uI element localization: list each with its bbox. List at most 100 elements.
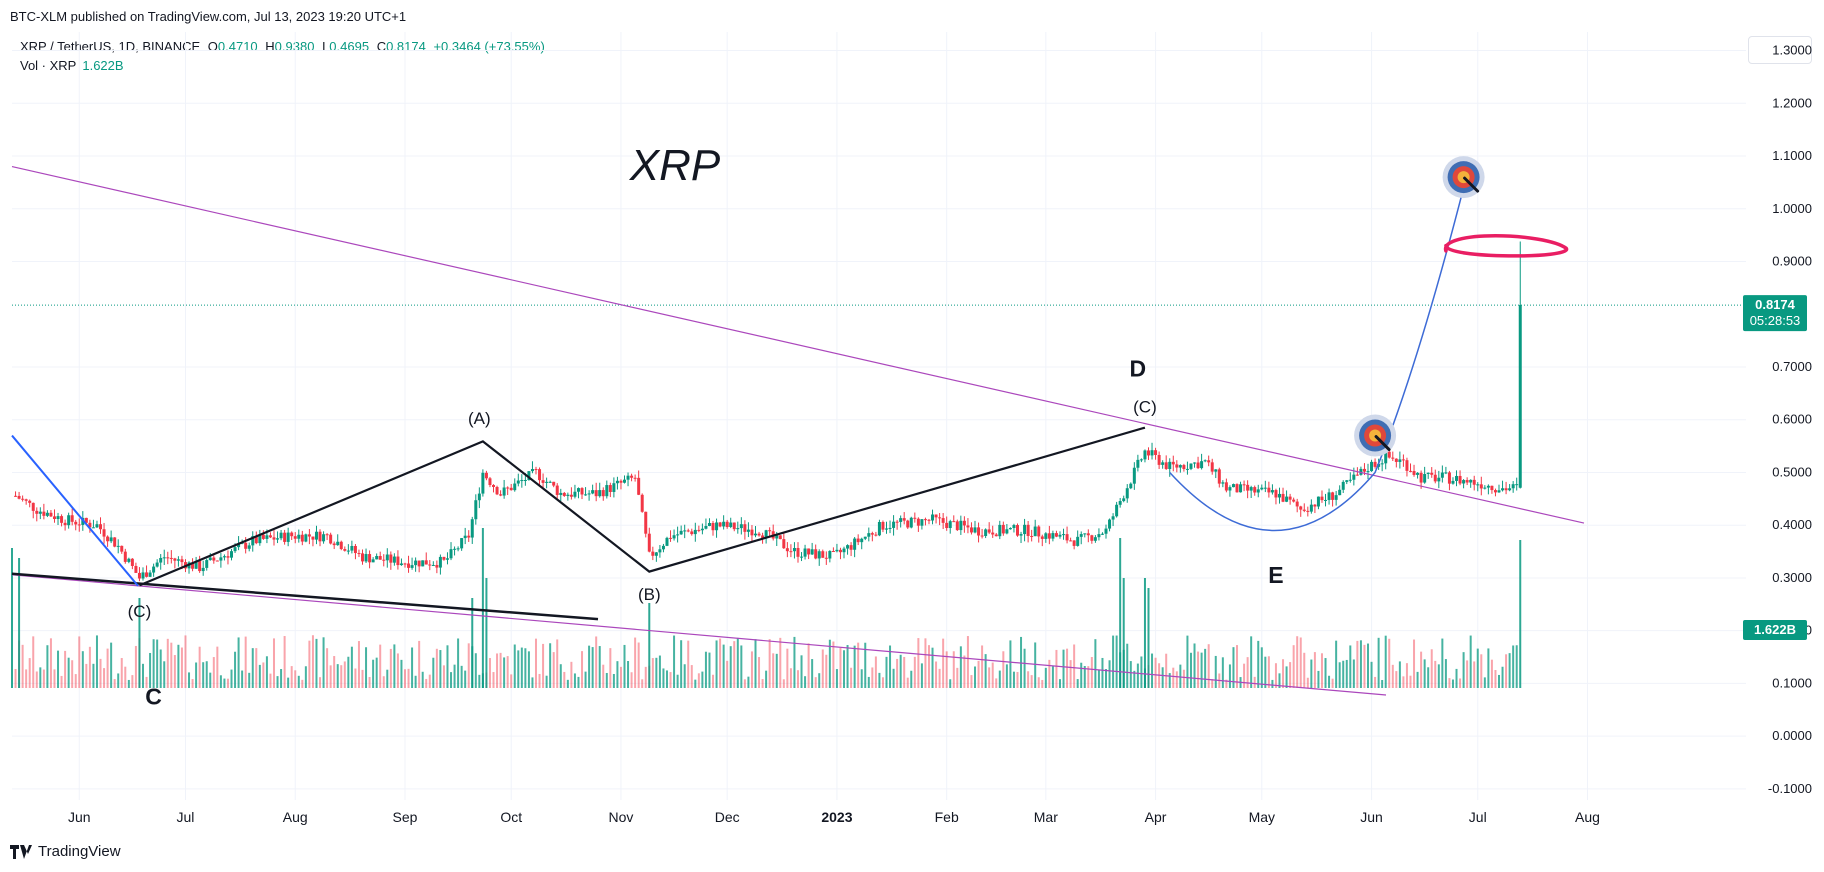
candle-body [215, 560, 219, 562]
candle-body [495, 486, 499, 495]
candle-body [644, 511, 648, 534]
candle-body [980, 535, 984, 537]
candle-body [874, 534, 878, 536]
candle-body [1419, 472, 1423, 483]
candle-body [1214, 469, 1218, 472]
volume-bar [1023, 648, 1026, 688]
candle-body [1093, 537, 1097, 541]
y-tick-label: 0.4000 [1772, 517, 1812, 532]
candle-body [1044, 533, 1048, 539]
volume-bar [219, 675, 222, 688]
candle-body [902, 518, 906, 521]
volume-bar [1073, 644, 1076, 688]
candle-body [1083, 533, 1087, 535]
candle-body [1150, 450, 1154, 456]
candle-body [106, 536, 110, 542]
volume-bar [1016, 671, 1019, 688]
volume-bar [715, 640, 718, 688]
candle-body [931, 514, 935, 521]
price-tag-text: 05:28:53 [1750, 313, 1801, 328]
volume-bar [835, 669, 838, 688]
candle-body [230, 551, 234, 558]
volume-bar [740, 645, 743, 688]
candle-body [343, 549, 347, 551]
volume-bar [1505, 654, 1508, 688]
wave-label-c-black: (C) [1133, 397, 1157, 416]
candle-body [966, 525, 970, 528]
candle-body [155, 562, 159, 567]
volume-legend[interactable]: Vol · XRP 1.622B [20, 58, 124, 73]
candle-body [623, 479, 627, 483]
volume-spike [1122, 578, 1125, 688]
candle-body [715, 522, 719, 531]
candle-body [633, 477, 637, 479]
candle-body [754, 533, 758, 536]
volume-bar [534, 638, 537, 688]
chart-settings-box[interactable] [1748, 36, 1812, 64]
candle-body [325, 534, 329, 536]
volume-bar [881, 677, 884, 688]
published-info: BTC-XLM published on TradingView.com, Ju… [10, 9, 407, 24]
volume-bar [807, 643, 810, 688]
candle-body [84, 517, 88, 523]
candle-body [346, 550, 350, 552]
volume-bar [265, 656, 268, 688]
volume-bar [963, 655, 966, 688]
volume-bar [538, 673, 541, 688]
candle-body [1334, 495, 1338, 500]
candle-body [272, 537, 276, 540]
volume-bar [110, 642, 113, 688]
candle-body [265, 535, 269, 539]
volume-bar [78, 636, 81, 688]
volume-bar [1236, 645, 1239, 688]
volume-bar [1473, 661, 1476, 688]
candle-body [1299, 506, 1303, 510]
candle-body [1455, 475, 1459, 481]
volume-bar [1374, 676, 1377, 688]
candle-body [1405, 460, 1409, 471]
volume-bar [867, 676, 870, 688]
target-dart [1374, 435, 1391, 452]
candle-body [141, 572, 145, 579]
candle-body [219, 557, 223, 561]
candle-body [1295, 501, 1299, 507]
candle-body [1327, 492, 1331, 500]
footer-brand[interactable]: TradingView [10, 843, 121, 860]
volume-label[interactable]: Vol · XRP [20, 58, 77, 73]
candle-body [1472, 479, 1476, 485]
price-axis[interactable]: 1.3000 1.2000 1.1000 1.0000 0.9000 0.7000 0.60… [1743, 43, 1812, 796]
candle-body [534, 469, 538, 471]
candle-body [828, 551, 832, 559]
volume-bar [1328, 675, 1331, 688]
candle-body [598, 490, 602, 497]
candle-body [304, 534, 308, 542]
candle-body [254, 536, 258, 544]
volume-bar [1002, 651, 1005, 688]
time-axis[interactable]: Jun Jul Aug Sep Oct Nov Dec 2023 Feb Mar Apr May Jun… [68, 809, 1600, 825]
volume-bar [775, 653, 778, 688]
volume-bar [935, 661, 938, 688]
volume-bar [64, 650, 67, 688]
candle-body [421, 560, 425, 567]
volume-bar [21, 644, 24, 688]
volume-bar [1420, 651, 1423, 688]
candle-body [414, 560, 418, 566]
candle-body [74, 521, 78, 525]
volume-bar [995, 678, 998, 688]
volume-bar [1320, 653, 1323, 688]
volume-bar [1055, 649, 1058, 688]
candle-body [428, 564, 432, 566]
volume-bar [453, 664, 456, 688]
candle-body [757, 533, 761, 536]
candle-body [244, 542, 248, 549]
candle-body [1239, 484, 1243, 493]
volume-bar [49, 638, 52, 688]
candle-body [1486, 485, 1490, 488]
chart-title-xrp: XRP [629, 141, 721, 190]
volume-bar [272, 638, 275, 688]
candle-body [371, 559, 375, 563]
candle-body [60, 516, 64, 523]
volume-bar [924, 638, 927, 688]
volume-spike [481, 528, 484, 688]
